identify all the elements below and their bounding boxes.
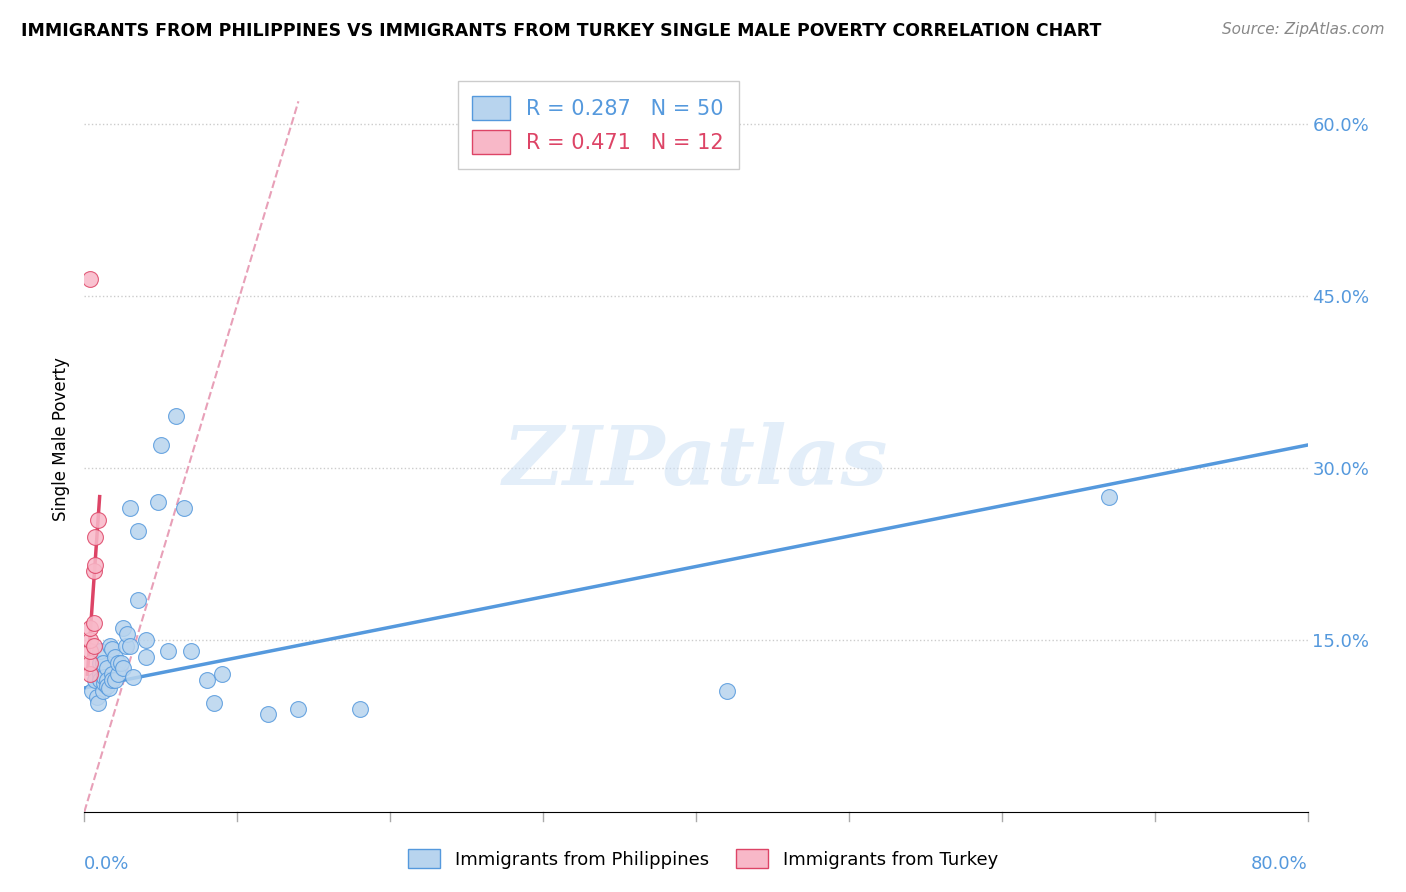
Point (101, 673, 124, 687)
Point (135, 632, 157, 647)
Point (110, 656, 132, 670)
Point (83, 564, 105, 578)
Point (111, 661, 134, 675)
Point (287, 701, 309, 715)
Point (104, 650, 127, 665)
Point (84, 530, 107, 544)
Point (115, 627, 138, 641)
Point (79, 272, 101, 286)
Point (91, 656, 114, 670)
Point (79, 644, 101, 658)
Point (79, 656, 101, 670)
Point (84, 558, 107, 573)
Point (93, 676, 115, 690)
Point (180, 644, 202, 658)
Point (86, 690, 108, 705)
Point (89, 667, 111, 681)
Text: IMMIGRANTS FROM PHILIPPINES VS IMMIGRANTS FROM TURKEY SINGLE MALE POVERTY CORREL: IMMIGRANTS FROM PHILIPPINES VS IMMIGRANT… (21, 22, 1101, 40)
Point (1098, 490, 1121, 504)
Point (96, 673, 118, 687)
Text: ZIPatlas: ZIPatlas (503, 422, 889, 501)
Point (96, 679, 118, 693)
Legend: Immigrants from Philippines, Immigrants from Turkey: Immigrants from Philippines, Immigrants … (401, 842, 1005, 876)
Point (173, 501, 195, 516)
Point (135, 650, 157, 665)
Point (104, 673, 127, 687)
Legend: R = 0.287   N = 50, R = 0.471   N = 12: R = 0.287 N = 50, R = 0.471 N = 12 (457, 81, 738, 169)
Point (89, 673, 111, 687)
Point (83, 615, 105, 630)
Point (211, 667, 233, 681)
Point (195, 673, 218, 687)
Point (83, 639, 105, 653)
Point (89, 656, 111, 670)
Point (89, 644, 111, 658)
Point (349, 701, 371, 715)
Point (149, 438, 172, 452)
Point (87, 696, 110, 710)
Point (202, 696, 225, 710)
Point (120, 639, 142, 653)
Text: Source: ZipAtlas.com: Source: ZipAtlas.com (1222, 22, 1385, 37)
Point (146, 495, 169, 509)
Point (80, 684, 103, 698)
Point (97, 681, 120, 695)
Point (98, 639, 121, 653)
Point (87, 512, 110, 526)
Point (122, 669, 145, 683)
Point (79, 632, 101, 647)
Point (96, 661, 118, 675)
Point (127, 524, 149, 538)
Text: 0.0%: 0.0% (84, 855, 129, 873)
Point (79, 667, 101, 681)
Point (91, 684, 114, 698)
Point (127, 592, 149, 607)
Point (716, 684, 738, 698)
Point (107, 667, 129, 681)
Point (84, 673, 107, 687)
Point (101, 642, 124, 657)
Y-axis label: Single Male Poverty: Single Male Poverty (52, 358, 70, 521)
Point (107, 656, 129, 670)
Point (257, 707, 280, 722)
Point (120, 501, 142, 516)
Point (165, 409, 187, 424)
Point (114, 639, 136, 653)
Text: 80.0%: 80.0% (1251, 855, 1308, 873)
Point (111, 621, 134, 635)
Point (101, 667, 124, 681)
Point (79, 621, 101, 635)
Point (93, 669, 115, 683)
Point (157, 644, 180, 658)
